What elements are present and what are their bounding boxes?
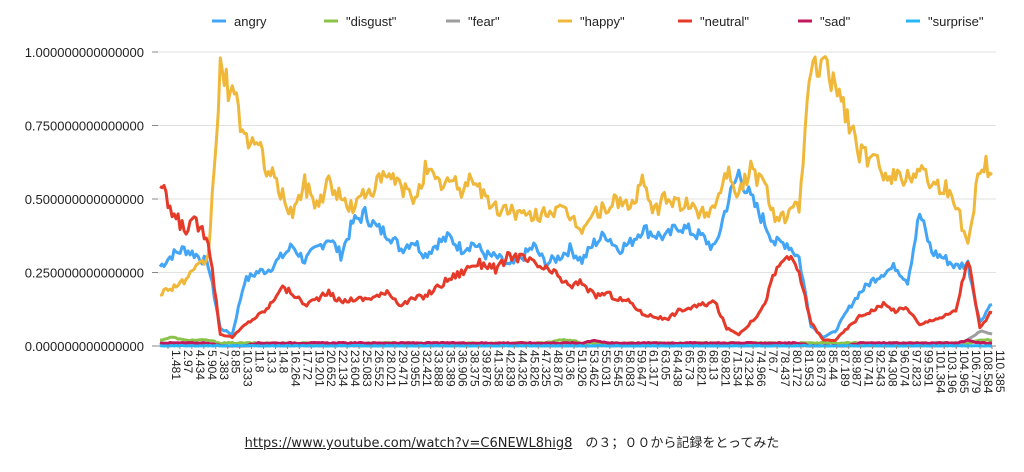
x-tick-label: 99.591 — [921, 350, 935, 387]
x-tick-label: 106.779 — [969, 350, 983, 394]
y-tick-label: 0.250000000000000 — [25, 266, 144, 281]
x-tick-label: 101.364 — [933, 350, 947, 394]
legend-label: "neutral" — [700, 14, 749, 29]
x-tick-label: 38.375 — [468, 350, 482, 387]
x-tick-label: 41.358 — [491, 350, 505, 387]
x-tick-label: 94.308 — [886, 350, 900, 387]
x-tick-label: 30.955 — [408, 350, 422, 387]
x-tick-label: 92.543 — [874, 350, 888, 387]
x-tick-label: 71.534 — [730, 350, 744, 387]
x-tick-label: 110.385 — [993, 350, 1007, 393]
x-tick-label: 87.189 — [838, 350, 852, 387]
x-tick-label: 45.826 — [527, 350, 541, 387]
x-tick-label: 4.434 — [193, 350, 207, 380]
x-tick-label: 66.821 — [694, 350, 708, 387]
x-tick-label: 76.7 — [766, 350, 780, 374]
legend-label: "sad" — [820, 14, 851, 29]
x-tick-label: 17.72 — [300, 350, 314, 380]
x-tick-label: 26.552 — [372, 350, 386, 387]
x-tick-label: 8.85 — [229, 350, 243, 374]
x-tick-label: 28.021 — [384, 350, 398, 387]
x-tick-label: 48.876 — [551, 350, 565, 387]
y-tick-label: 0.000000000000000 — [25, 339, 144, 354]
x-tick-label: 96.074 — [897, 350, 911, 387]
x-tick-label: 47.325 — [539, 350, 553, 387]
x-tick-label: 19.201 — [312, 350, 326, 387]
x-tick-label: 90.741 — [862, 350, 876, 387]
source-caption: https://www.youtube.com/watch?v=C6NEWL8h… — [0, 432, 1024, 451]
plot-area — [158, 55, 993, 348]
x-tick-label: 97.823 — [909, 350, 923, 387]
series-line-neutral — [159, 184, 993, 343]
x-tick-label: 104.965 — [957, 350, 971, 394]
x-tick-label: 64.438 — [671, 350, 685, 387]
y-tick-label: 0.750000000000000 — [25, 119, 144, 134]
x-tick-label: 59.647 — [635, 350, 649, 387]
x-tick-label: 1.481 — [169, 350, 183, 380]
x-tick-label: 25.083 — [360, 350, 374, 387]
x-tick-label: 23.604 — [348, 350, 362, 387]
x-tick-label: 29.471 — [396, 350, 410, 387]
x-tick-label: 56.545 — [611, 350, 625, 387]
caption-suffix: の３；００から記録をとってみた — [572, 436, 780, 451]
x-tick-label: 83.673 — [814, 350, 828, 387]
x-tick-label: 44.326 — [515, 350, 529, 387]
series-line-angry — [158, 168, 993, 340]
series-line-sad — [159, 338, 993, 348]
x-tick-label: 51.926 — [575, 350, 589, 387]
x-tick-label: 13.3 — [265, 350, 279, 374]
legend-label: angry — [234, 14, 267, 29]
y-tick-label: 0.500000000000000 — [25, 192, 144, 207]
x-tick-label: 20.652 — [324, 350, 338, 387]
x-tick-label: 2.97 — [181, 350, 195, 374]
x-tick-label: 42.839 — [503, 350, 517, 387]
x-tick-label: 103.196 — [945, 350, 959, 394]
gridlines — [158, 51, 996, 273]
x-tick-label: 16.264 — [288, 350, 302, 387]
legend: angry "disgust" "fear" "happy" "neutral" "sad… — [212, 14, 984, 29]
x-tick-label: 80.172 — [790, 350, 804, 387]
x-tick-label: 10.333 — [241, 350, 255, 387]
x-axis: 1.4812.974.4345.9047.3838.8510.33311.813… — [167, 346, 1007, 394]
x-tick-label: 63.05 — [659, 350, 673, 380]
y-tick-label: 1.000000000000000 — [25, 45, 144, 60]
x-tick-label: 11.8 — [253, 350, 267, 373]
x-tick-label: 22.134 — [336, 350, 350, 387]
x-tick-label: 108.584 — [981, 350, 995, 394]
x-tick-label: 36.906 — [456, 350, 470, 387]
x-tick-label: 35.389 — [444, 350, 458, 387]
x-tick-label: 5.904 — [205, 350, 219, 380]
x-tick-label: 55.031 — [599, 350, 613, 387]
x-tick-label: 81.953 — [802, 350, 816, 387]
x-tick-label: 33.888 — [432, 350, 446, 387]
x-tick-label: 7.383 — [217, 350, 231, 380]
legend-label: "surprise" — [928, 14, 984, 29]
series-line-surprise — [159, 343, 992, 348]
legend-label: "disgust" — [346, 14, 397, 29]
x-tick-label: 74.966 — [754, 350, 768, 387]
x-tick-label: 58.083 — [623, 350, 637, 387]
x-tick-label: 88.987 — [850, 350, 864, 387]
x-tick-label: 61.317 — [647, 350, 661, 387]
x-tick-label: 53.462 — [587, 350, 601, 387]
legend-label: "fear" — [468, 14, 500, 29]
x-tick-label: 68.13 — [706, 350, 720, 380]
x-tick-label: 69.821 — [718, 350, 732, 387]
x-tick-label: 50.36 — [563, 350, 577, 380]
x-tick-label: 39.876 — [479, 350, 493, 387]
emotion-line-chart: angry "disgust" "fear" "happy" "neutral" "sad… — [25, 14, 1007, 394]
x-tick-label: 65.73 — [683, 350, 697, 380]
x-tick-label: 14.8 — [276, 350, 290, 374]
source-link[interactable]: https://www.youtube.com/watch?v=C6NEWL8h… — [244, 436, 573, 451]
x-tick-label: 78.437 — [778, 350, 792, 387]
x-tick-label: 32.421 — [420, 350, 434, 387]
x-tick-label: 73.234 — [742, 350, 756, 387]
series-line-happy — [159, 55, 993, 297]
x-tick-label: 85.44 — [826, 350, 840, 380]
legend-label: "happy" — [580, 14, 625, 29]
